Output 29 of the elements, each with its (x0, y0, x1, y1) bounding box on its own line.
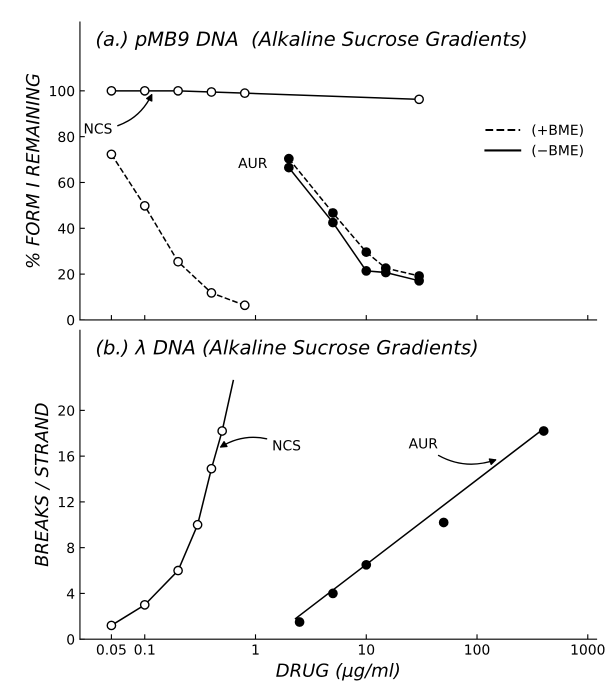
y-tick-label: 20 (58, 269, 74, 280)
x-tick-label: 0.05 (96, 644, 126, 655)
y-axis-title: BREAKS / STRAND (34, 403, 50, 566)
legend-label: (+BME) (532, 124, 583, 137)
y-tick-label: 100 (50, 86, 74, 96)
x-tick-label: 1 (252, 644, 259, 655)
chart-title: (b.) λ DNA (Alkaline Sucrose Gradients) (96, 340, 477, 357)
x-tick-label: 100 (465, 644, 490, 655)
legend-label: (−BME) (532, 144, 583, 158)
x-tick-label: 10 (358, 644, 374, 655)
y-tick-label: 16 (58, 451, 74, 462)
annotation: NCS (273, 440, 300, 451)
annotation: NCS (84, 123, 112, 134)
y-tick-label: 80 (58, 132, 74, 142)
x-tick-label: 0.1 (134, 644, 155, 655)
y-axis-title: % FORM I REMAINING (26, 74, 40, 268)
y-tick-label: 8 (67, 542, 74, 554)
y-tick-label: 0 (67, 634, 74, 645)
y-tick-label: 4 (66, 588, 74, 599)
chart-title: (a.) pMB9 DNA (Alkaline Sucrose Gradients) (96, 31, 526, 50)
y-tick-label: 60 (58, 177, 74, 188)
x-tick-label: 1000 (572, 644, 605, 655)
y-tick-label: 20 (58, 405, 74, 416)
y-tick-label: 40 (58, 223, 74, 234)
annotation: AUR (238, 158, 267, 168)
annotation: AUR (408, 438, 438, 449)
x-axis-title: DRUG (μg/ml) (276, 663, 399, 681)
y-tick-label: 0 (67, 314, 74, 326)
y-tick-label: 12 (58, 496, 74, 508)
